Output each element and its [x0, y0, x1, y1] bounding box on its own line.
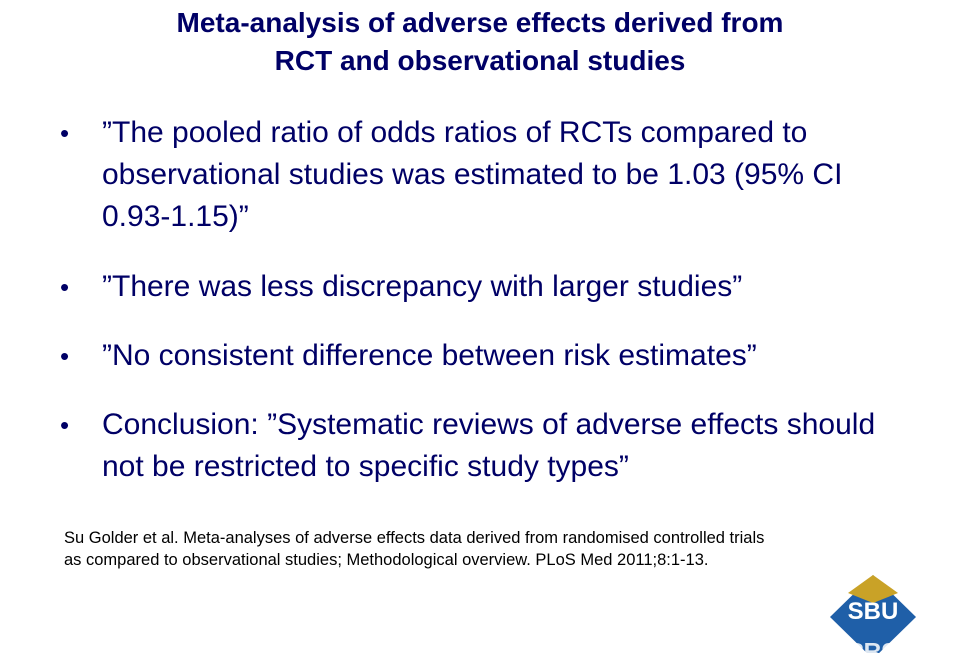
slide-title-line-2: RCT and observational studies [274, 45, 686, 76]
bullet-item-risk-estimates: ”No consistent difference between risk e… [60, 335, 900, 377]
sbu-logo-text: SBU [848, 598, 899, 625]
sbu-logo: SBU SBU [830, 575, 916, 653]
bullet-item-pooled-ratio: ”The pooled ratio of odds ratios of RCTs… [60, 112, 900, 238]
reference-line-2: as compared to observational studies; Me… [64, 551, 709, 569]
slide-title: Meta-analysis of adverse effects derived… [0, 4, 960, 80]
reference-citation: Su Golder et al. Meta-analyses of advers… [64, 527, 944, 571]
bullet-item-conclusion: Conclusion: ”Systematic reviews of adver… [60, 404, 900, 488]
sbu-logo-diamond [830, 575, 916, 653]
slide-title-line-1: Meta-analysis of adverse effects derived… [176, 7, 784, 38]
bullet-list: ”The pooled ratio of odds ratios of RCTs… [60, 112, 900, 488]
sbu-logo-accent [848, 575, 898, 603]
sbu-logo-text-mirror: SBU [848, 637, 899, 653]
reference-line-1: Su Golder et al. Meta-analyses of advers… [64, 529, 765, 547]
bullet-item-larger-studies: ”There was less discrepancy with larger … [60, 266, 900, 308]
